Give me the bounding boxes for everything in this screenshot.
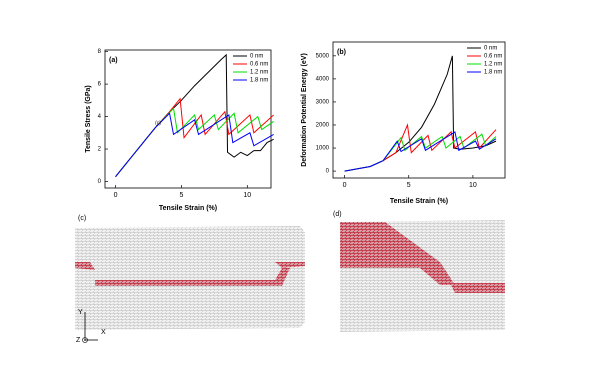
chart: 0 5 10 0 1000 2000 3000 4000 5000 (b) Tensile Stra… (301, 41, 506, 205)
series-line (344, 55, 497, 172)
panel-label: (b) (337, 49, 346, 56)
y-tick-label: 5000 (316, 53, 330, 59)
axis-z-marker (82, 337, 88, 343)
panel-label: (c) (78, 215, 86, 222)
axis-z-marker (84, 339, 86, 341)
y-tick-label: 2 (98, 147, 102, 153)
legend-label: 1.2 nm (250, 70, 268, 76)
y-tick-label: 8 (98, 49, 102, 55)
legend-label: 0 nm (484, 46, 497, 52)
panel-d: (d) (333, 211, 505, 332)
legend-label: 1.2 nm (484, 62, 502, 68)
y-tick-label: 4000 (316, 76, 330, 82)
series-line (115, 97, 274, 177)
legend-label: 0.6 nm (250, 62, 268, 68)
y-tick-label: 4 (98, 114, 102, 120)
y-axis-label: Tensile Stress (GPa) (85, 85, 92, 153)
x-tick-label: 5 (179, 192, 183, 199)
y-tick-label: 6 (98, 82, 102, 88)
dislocation-band (450, 283, 505, 293)
x-tick-label: 10 (243, 192, 251, 199)
panel-label: (a) (109, 57, 118, 64)
y-axis-label: Deformation Potential Energy (eV) (301, 53, 308, 167)
y-tick-label: 0 (326, 169, 330, 175)
axis-label: X (101, 329, 106, 336)
legend-label: 1.8 nm (250, 78, 268, 84)
panel-c: (c) Y X Z (75, 215, 305, 344)
series-line (344, 131, 497, 172)
legend-label: 0.6 nm (484, 54, 502, 60)
dislocation-band (275, 262, 305, 268)
panel-label: (d) (333, 211, 342, 218)
series-line (115, 107, 274, 177)
plot-frame (104, 49, 272, 189)
x-tick-label: 0 (343, 182, 347, 189)
dislocation-region (340, 222, 455, 285)
x-tick-label: 5 (407, 182, 411, 189)
series-line (115, 112, 274, 177)
plot-frame (332, 41, 506, 179)
x-axis-label: Tensile Strain (%) (159, 205, 217, 212)
legend-label: 1.8 nm (484, 70, 502, 76)
atom-mesh (75, 226, 305, 330)
x-axis-label: Tensile Strain (%) (390, 198, 448, 205)
dislocation-band (75, 262, 95, 270)
y-tick-label: 2000 (316, 123, 330, 129)
y-tick-label: 1000 (316, 146, 330, 152)
legend-label: 0 nm (250, 54, 263, 60)
axis-label: Y (78, 309, 83, 316)
axis-label: Z (76, 337, 81, 344)
annotation: (c) (155, 120, 161, 126)
y-tick-label: 3000 (316, 100, 330, 106)
x-tick-label: 10 (469, 182, 477, 189)
dislocation-band (95, 268, 290, 286)
y-tick-label: 0 (98, 179, 102, 185)
x-tick-label: 0 (114, 192, 118, 199)
chart: 0 5 10 0 2 4 6 8 (a) Tensile Strain (%) Tensile St… (85, 49, 274, 212)
